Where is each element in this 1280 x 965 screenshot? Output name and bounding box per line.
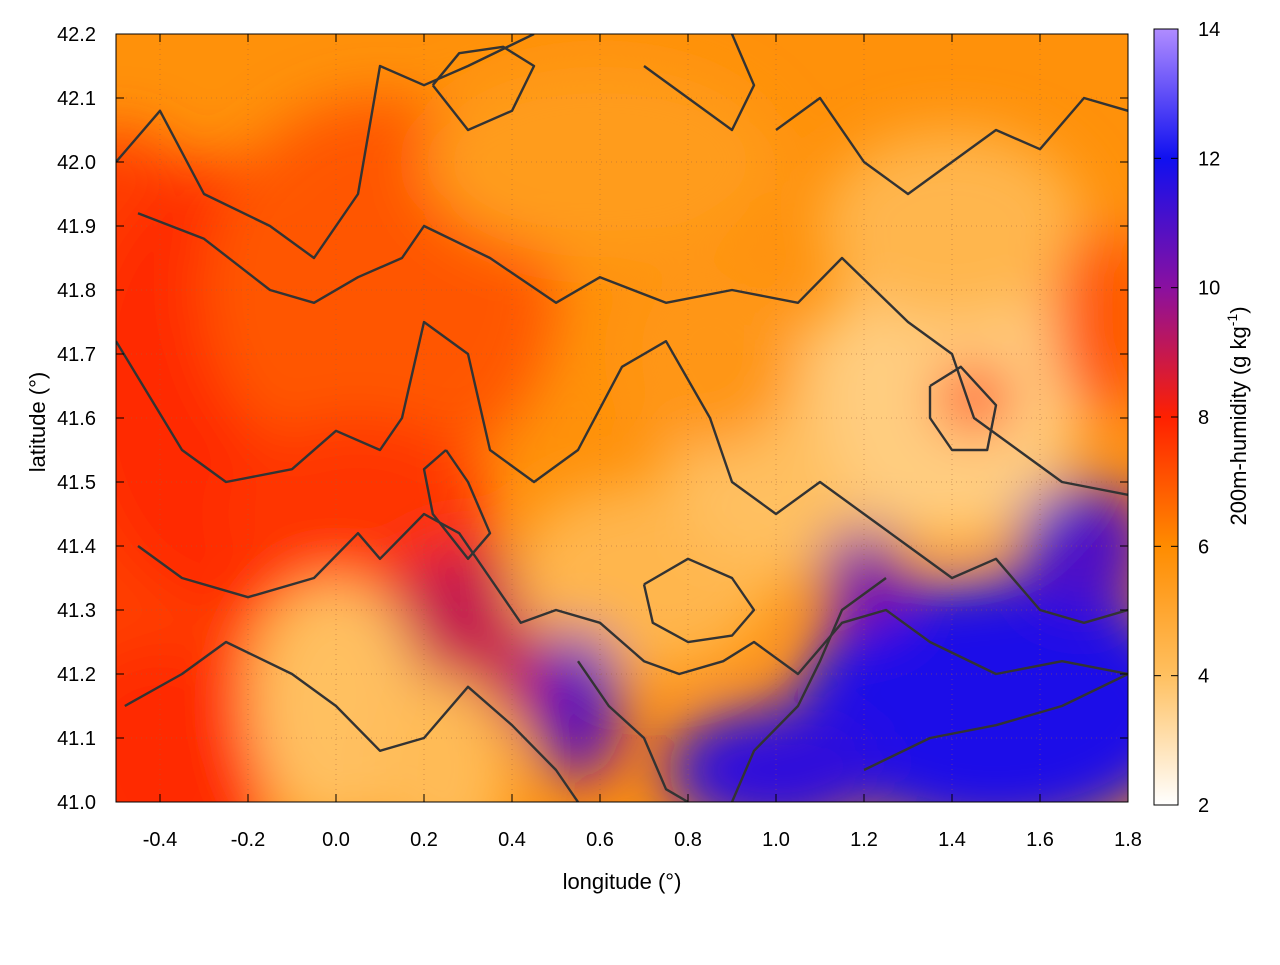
y-tick-label: 41.6 (57, 408, 96, 430)
contour-line (730, 577, 887, 802)
y-tick-label: 41.9 (57, 216, 96, 238)
x-tick-label: 1.6 (1026, 829, 1054, 851)
colorbar-tick-label: 10 (1198, 278, 1220, 300)
y-tick-label: 41.7 (57, 344, 96, 366)
contour-line (137, 512, 1128, 676)
colorbar-label-superscript: -1 (1224, 314, 1240, 327)
contour-line (642, 557, 756, 644)
colorbar-tick-label: 6 (1198, 536, 1209, 558)
y-tick-label: 41.8 (57, 280, 96, 302)
x-tick-label: 1.2 (850, 829, 878, 851)
colorbar-label-close: ) (1226, 306, 1251, 313)
contour-line (422, 449, 492, 560)
contour-line (137, 212, 1128, 496)
heatmap-region (1018, 482, 1128, 610)
heatmap-region (798, 578, 1128, 802)
contour-line (116, 34, 535, 260)
x-tick-label: 0.0 (322, 829, 350, 851)
y-axis-label: latitude (°) (25, 372, 50, 473)
y-tick-label: 41.0 (57, 792, 96, 814)
contour-line (431, 45, 536, 132)
colorbar-tick-label: 2 (1198, 795, 1209, 817)
heatmap-region (380, 674, 512, 802)
contour-line (577, 660, 689, 802)
x-tick-label: 0.2 (410, 829, 438, 851)
y-tick-label: 41.1 (57, 728, 96, 750)
heatmap-region (938, 366, 1010, 431)
colorbar-label: 200m-humidity (g kg-1) (1224, 306, 1251, 525)
colorbar-tick-label: 14 (1198, 19, 1220, 41)
x-axis: -0.4 -0.2 0.0 0.2 0.4 0.6 0.8 1.0 1.2 1.4 1.6 1.8 (143, 34, 1142, 851)
x-tick-label: 0.8 (674, 829, 702, 851)
y-tick-label: 42.1 (57, 88, 96, 110)
x-tick-label: 1.8 (1114, 829, 1142, 851)
contour-line (775, 96, 1128, 196)
x-axis-label: longitude (°) (563, 869, 682, 894)
y-tick-label: 42.0 (57, 152, 96, 174)
y-tick-label: 41.5 (57, 472, 96, 494)
heatmap-region (1053, 226, 1128, 418)
heatmap-region (116, 642, 270, 802)
colorbar-label-main: 200m-humidity (g kg (1226, 326, 1251, 525)
contour-line (643, 34, 756, 132)
x-tick-label: 1.4 (938, 829, 966, 851)
x-tick-label: 1.0 (762, 829, 790, 851)
contour-line (116, 320, 1128, 624)
contour-line (928, 365, 998, 452)
grid-lines (116, 34, 1128, 802)
y-tick-label: 41.3 (57, 600, 96, 622)
contour-lines (116, 34, 1128, 802)
contour-line (863, 672, 1128, 772)
colorbar-tick-label: 12 (1198, 148, 1220, 170)
x-tick-label: -0.4 (143, 829, 177, 851)
colorbar-ticks: 2 4 6 8 10 12 14 (1154, 19, 1220, 817)
contour-line (124, 640, 579, 802)
x-tick-label: 0.4 (498, 829, 526, 851)
colorbar: 2 4 6 8 10 12 14 (1153, 19, 1220, 817)
colorbar-tick-label: 8 (1198, 407, 1209, 429)
x-tick-label: 0.6 (586, 829, 614, 851)
plot-area (116, 34, 1128, 802)
heatmap-region (248, 578, 424, 802)
heatmap-region (622, 258, 798, 450)
colorbar-tick-label: 4 (1198, 666, 1209, 688)
x-tick-label: -0.2 (231, 829, 265, 851)
y-tick-label: 42.2 (57, 24, 96, 46)
y-tick-label: 41.4 (57, 536, 96, 558)
y-tick-label: 41.2 (57, 664, 96, 686)
y-axis: 41.0 41.1 41.2 41.3 41.4 41.5 41.6 41.7 41.8 41.9… (57, 24, 1128, 814)
heatmap-region (820, 526, 908, 630)
